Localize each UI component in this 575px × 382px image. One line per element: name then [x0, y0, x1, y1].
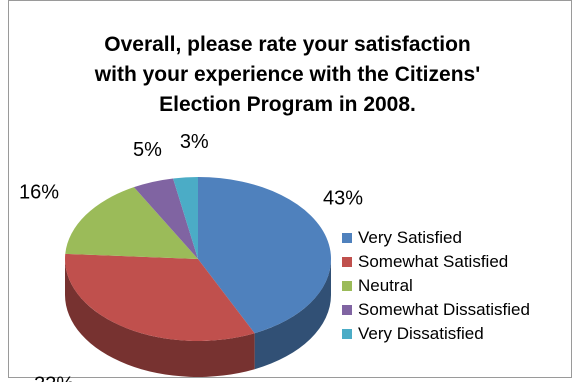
- legend-item-very-dissatisfied: Very Dissatisfied: [342, 322, 530, 346]
- legend-item-neutral: Neutral: [342, 274, 530, 298]
- value-label-very-satisfied: 43%: [323, 187, 363, 209]
- legend-label-very-dissatisfied: Very Dissatisfied: [358, 324, 484, 343]
- legend-label-somewhat-satisfied: Somewhat Satisfied: [358, 252, 509, 271]
- legend-label-neutral: Neutral: [358, 276, 413, 295]
- slice-somewhat-satisfied: [64, 253, 255, 342]
- chart-title-line-1: Overall, please rate your satisfaction: [104, 33, 471, 56]
- pie-value-labels: 43% 33% 16% 5% 3%: [19, 131, 363, 382]
- pie-tops: [64, 177, 332, 342]
- legend-swatch-very-dissatisfied: [342, 329, 352, 339]
- legend-swatch-somewhat-dissatisfied: [342, 305, 352, 315]
- slice-neutral: [65, 187, 198, 259]
- slice-side-somewhat-satisfied: [64, 259, 255, 378]
- legend-swatch-very-satisfied: [342, 233, 352, 243]
- slice-very-satisfied: [198, 177, 332, 334]
- value-label-neutral: 16%: [19, 181, 59, 203]
- chart-title-line-3: Election Program in 2008.: [159, 93, 416, 116]
- value-label-very-dissatisfied: 3%: [180, 131, 209, 153]
- legend-swatch-neutral: [342, 281, 352, 291]
- legend-label-very-satisfied: Very Satisfied: [358, 228, 462, 247]
- legend: Very Satisfied Somewhat Satisfied Neutral S…: [342, 226, 530, 346]
- legend-swatch-somewhat-satisfied: [342, 257, 352, 267]
- legend-item-somewhat-dissatisfied: Somewhat Dissatisfied: [342, 298, 530, 322]
- legend-item-somewhat-satisfied: Somewhat Satisfied: [342, 250, 530, 274]
- value-label-somewhat-dissatisfied: 5%: [133, 139, 162, 161]
- legend-label-somewhat-dissatisfied: Somewhat Dissatisfied: [358, 300, 530, 319]
- legend-item-very-satisfied: Very Satisfied: [342, 226, 530, 250]
- pie-sides: [64, 259, 331, 378]
- slice-somewhat-dissatisfied: [133, 178, 198, 259]
- slice-very-dissatisfied: [173, 177, 198, 259]
- slice-side-very-satisfied: [254, 259, 331, 370]
- value-label-somewhat-satisfied: 33%: [34, 373, 74, 382]
- chart-title: Overall, please rate your satisfaction w…: [20, 30, 555, 120]
- chart-title-line-2: with your experience with the Citizens': [94, 63, 481, 86]
